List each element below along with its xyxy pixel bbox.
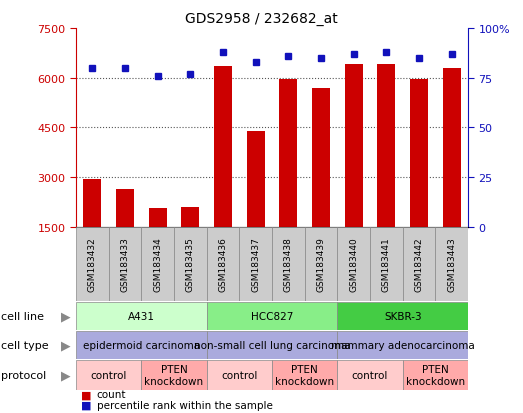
Bar bbox=[272, 227, 304, 301]
Bar bbox=[312, 88, 330, 227]
Bar bbox=[247, 131, 265, 227]
Text: cell line: cell line bbox=[1, 311, 44, 321]
Text: PTEN
knockdown: PTEN knockdown bbox=[275, 364, 334, 386]
Bar bbox=[207, 302, 337, 330]
Bar bbox=[141, 360, 207, 390]
Bar bbox=[116, 189, 134, 227]
Bar bbox=[76, 302, 207, 330]
Text: PTEN
knockdown: PTEN knockdown bbox=[406, 364, 465, 386]
Text: GDS2958 / 232682_at: GDS2958 / 232682_at bbox=[185, 12, 338, 26]
Text: cell type: cell type bbox=[1, 340, 49, 350]
Bar bbox=[181, 207, 199, 227]
Text: mammary adenocarcinoma: mammary adenocarcinoma bbox=[331, 340, 474, 350]
Text: A431: A431 bbox=[128, 311, 155, 321]
Bar bbox=[174, 227, 207, 301]
Bar bbox=[141, 227, 174, 301]
Text: control: control bbox=[90, 370, 127, 380]
Text: ▶: ▶ bbox=[61, 338, 70, 351]
Text: count: count bbox=[97, 389, 126, 399]
Text: GSM183440: GSM183440 bbox=[349, 237, 358, 292]
Bar bbox=[403, 360, 468, 390]
Bar bbox=[337, 227, 370, 301]
Bar bbox=[337, 331, 468, 359]
Text: non-small cell lung carcinoma: non-small cell lung carcinoma bbox=[194, 340, 350, 350]
Bar bbox=[378, 65, 395, 227]
Text: GSM183434: GSM183434 bbox=[153, 237, 162, 292]
Text: SKBR-3: SKBR-3 bbox=[384, 311, 422, 321]
Bar bbox=[207, 227, 239, 301]
Text: ■: ■ bbox=[81, 389, 92, 399]
Text: GSM183435: GSM183435 bbox=[186, 237, 195, 292]
Text: ▶: ▶ bbox=[61, 309, 70, 323]
Text: GSM183442: GSM183442 bbox=[415, 237, 424, 292]
Bar bbox=[239, 227, 272, 301]
Text: epidermoid carcinoma: epidermoid carcinoma bbox=[83, 340, 200, 350]
Bar bbox=[109, 227, 141, 301]
Bar bbox=[410, 80, 428, 227]
Text: GSM183432: GSM183432 bbox=[88, 237, 97, 292]
Text: ▶: ▶ bbox=[61, 368, 70, 381]
Bar bbox=[272, 360, 337, 390]
Text: GSM183436: GSM183436 bbox=[219, 237, 228, 292]
Bar bbox=[214, 67, 232, 227]
Text: protocol: protocol bbox=[1, 370, 47, 380]
Bar bbox=[76, 227, 109, 301]
Text: GSM183441: GSM183441 bbox=[382, 237, 391, 292]
Text: GSM183433: GSM183433 bbox=[120, 237, 129, 292]
Bar bbox=[207, 360, 272, 390]
Text: HCC827: HCC827 bbox=[251, 311, 293, 321]
Text: percentile rank within the sample: percentile rank within the sample bbox=[97, 400, 272, 410]
Bar bbox=[149, 209, 166, 227]
Text: GSM183443: GSM183443 bbox=[447, 237, 456, 292]
Bar bbox=[207, 331, 337, 359]
Text: control: control bbox=[221, 370, 257, 380]
Bar bbox=[279, 80, 297, 227]
Bar bbox=[83, 179, 101, 227]
Text: PTEN
knockdown: PTEN knockdown bbox=[144, 364, 203, 386]
Bar bbox=[443, 69, 461, 227]
Bar bbox=[435, 227, 468, 301]
Text: GSM183437: GSM183437 bbox=[251, 237, 260, 292]
Bar bbox=[76, 360, 141, 390]
Bar bbox=[403, 227, 435, 301]
Bar bbox=[337, 360, 403, 390]
Bar bbox=[304, 227, 337, 301]
Bar bbox=[337, 302, 468, 330]
Text: GSM183438: GSM183438 bbox=[284, 237, 293, 292]
Text: ■: ■ bbox=[81, 400, 92, 410]
Bar bbox=[76, 331, 207, 359]
Text: GSM183439: GSM183439 bbox=[316, 237, 325, 292]
Bar bbox=[370, 227, 403, 301]
Bar bbox=[345, 65, 362, 227]
Text: control: control bbox=[352, 370, 388, 380]
